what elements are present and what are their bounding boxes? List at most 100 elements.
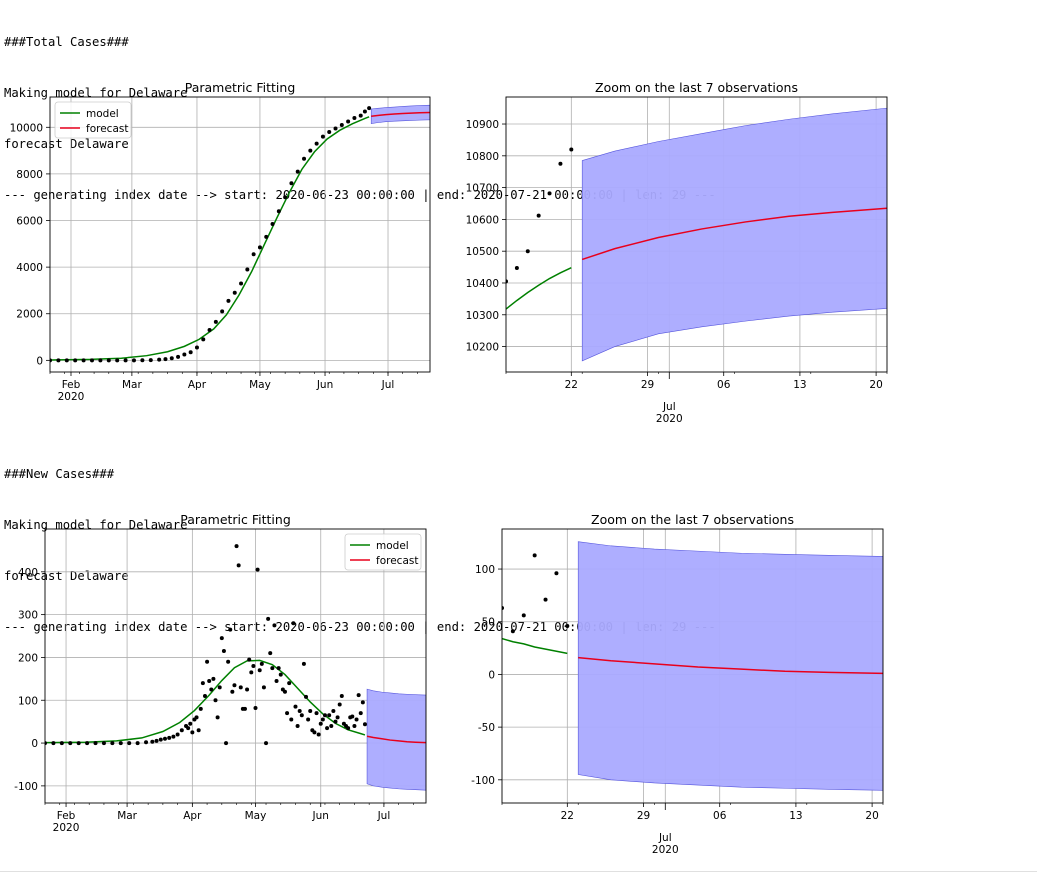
observed-point [209, 687, 214, 692]
observed-point [302, 156, 307, 161]
y-tick-label: 10700 [466, 183, 499, 195]
observed-point [73, 358, 78, 363]
observed-point [64, 358, 69, 363]
observed-point [297, 708, 302, 713]
observed-point [270, 222, 275, 227]
y-tick-label: 10300 [466, 310, 499, 322]
observed-point [175, 732, 180, 737]
observed-point [308, 708, 313, 713]
observed-point [295, 723, 300, 728]
observed-point [327, 129, 332, 134]
chart-title: Zoom on the last 7 observations [591, 512, 794, 527]
observed-point [68, 741, 73, 746]
observed-point [339, 693, 344, 698]
y-tick-label: 8000 [16, 169, 43, 181]
observed-point [247, 657, 252, 662]
observed-point [257, 245, 262, 250]
observed-point [360, 700, 365, 705]
legend-label-model: model [376, 540, 409, 552]
y-tick-label: 10000 [10, 122, 43, 134]
x-tick-label: May [245, 810, 267, 822]
observed-point [558, 161, 563, 166]
forecast-line [371, 111, 430, 117]
observed-point [135, 741, 140, 746]
log-line: forecast Delaware [4, 569, 129, 583]
observed-point [358, 113, 363, 118]
observed-point [304, 694, 309, 699]
legend-label-forecast: forecast [86, 123, 128, 135]
observed-point [50, 358, 52, 363]
observed-point [270, 666, 275, 671]
x-tick-label: Apr [188, 379, 207, 391]
observed-point [333, 719, 338, 724]
observed-point [318, 721, 323, 726]
observed-point [167, 735, 172, 740]
observed-point [93, 741, 98, 746]
observed-point [228, 627, 233, 632]
observed-point [213, 319, 218, 324]
observed-point [188, 721, 193, 726]
model-line [45, 659, 366, 744]
observed-point [327, 713, 332, 718]
x-tick-label: 06 [713, 810, 727, 822]
forecast-line [578, 656, 883, 675]
x-tick-label: Mar [117, 810, 137, 822]
observed-point [264, 234, 269, 239]
observed-point [115, 358, 120, 363]
forecast-confidence-band [577, 541, 883, 791]
observed-point [333, 126, 338, 131]
observed-point [337, 702, 342, 707]
observed-point [110, 741, 115, 746]
observed-point [547, 191, 552, 196]
observed-point [325, 726, 330, 731]
observed-point [230, 689, 235, 694]
y-tick-label: 2000 [16, 309, 43, 321]
x-tick-label: Jul [381, 379, 395, 391]
observed-point [220, 309, 225, 314]
observed-point [352, 115, 357, 120]
y-tick-label: 4000 [16, 262, 43, 274]
chart-legend: model forecast [344, 533, 422, 571]
plot-frame [49, 96, 431, 373]
observed-point [502, 606, 504, 611]
observed-point [239, 281, 244, 286]
observed-point [201, 337, 206, 342]
observed-point [89, 358, 94, 363]
x-tick-label: 13 [789, 810, 802, 822]
y-tick-label: 0 [488, 669, 495, 681]
observed-point [554, 571, 559, 576]
observed-point [188, 350, 193, 355]
x-tick-label: Apr [183, 810, 202, 822]
total-cases-fit-chart: Parametric Fitting 0 2000 4000 6000 8000 10000… [10, 80, 431, 403]
observed-point [224, 741, 229, 746]
observed-point [245, 267, 250, 272]
observed-point [350, 714, 355, 719]
observed-point [200, 681, 205, 686]
log-line: forecast Delaware [4, 137, 129, 151]
observed-point [274, 678, 279, 683]
x-tick-label: Mar [122, 379, 142, 391]
observed-point [232, 290, 237, 295]
y-tick-label: 10200 [466, 342, 499, 354]
observed-point [118, 741, 123, 746]
observed-point [329, 723, 334, 728]
observed-point [264, 741, 269, 746]
plot-series-group [45, 544, 426, 791]
plot-frame [501, 528, 884, 804]
observed-point [532, 553, 537, 558]
observed-point [331, 708, 336, 713]
legend-label-model: model [86, 108, 119, 120]
forecast-confidence-band [366, 688, 426, 791]
observed-point [272, 623, 277, 628]
observed-point [314, 141, 319, 146]
observed-point [316, 732, 321, 737]
observed-point [179, 728, 184, 733]
observed-point [150, 739, 155, 744]
observed-point [198, 706, 203, 711]
observed-point [158, 737, 163, 742]
observed-point [163, 357, 168, 362]
x-tick-sublabel: 2020 [53, 822, 80, 834]
observed-point [346, 119, 351, 124]
plot-series-group [506, 107, 887, 362]
x-tick-label: 20 [869, 379, 882, 391]
